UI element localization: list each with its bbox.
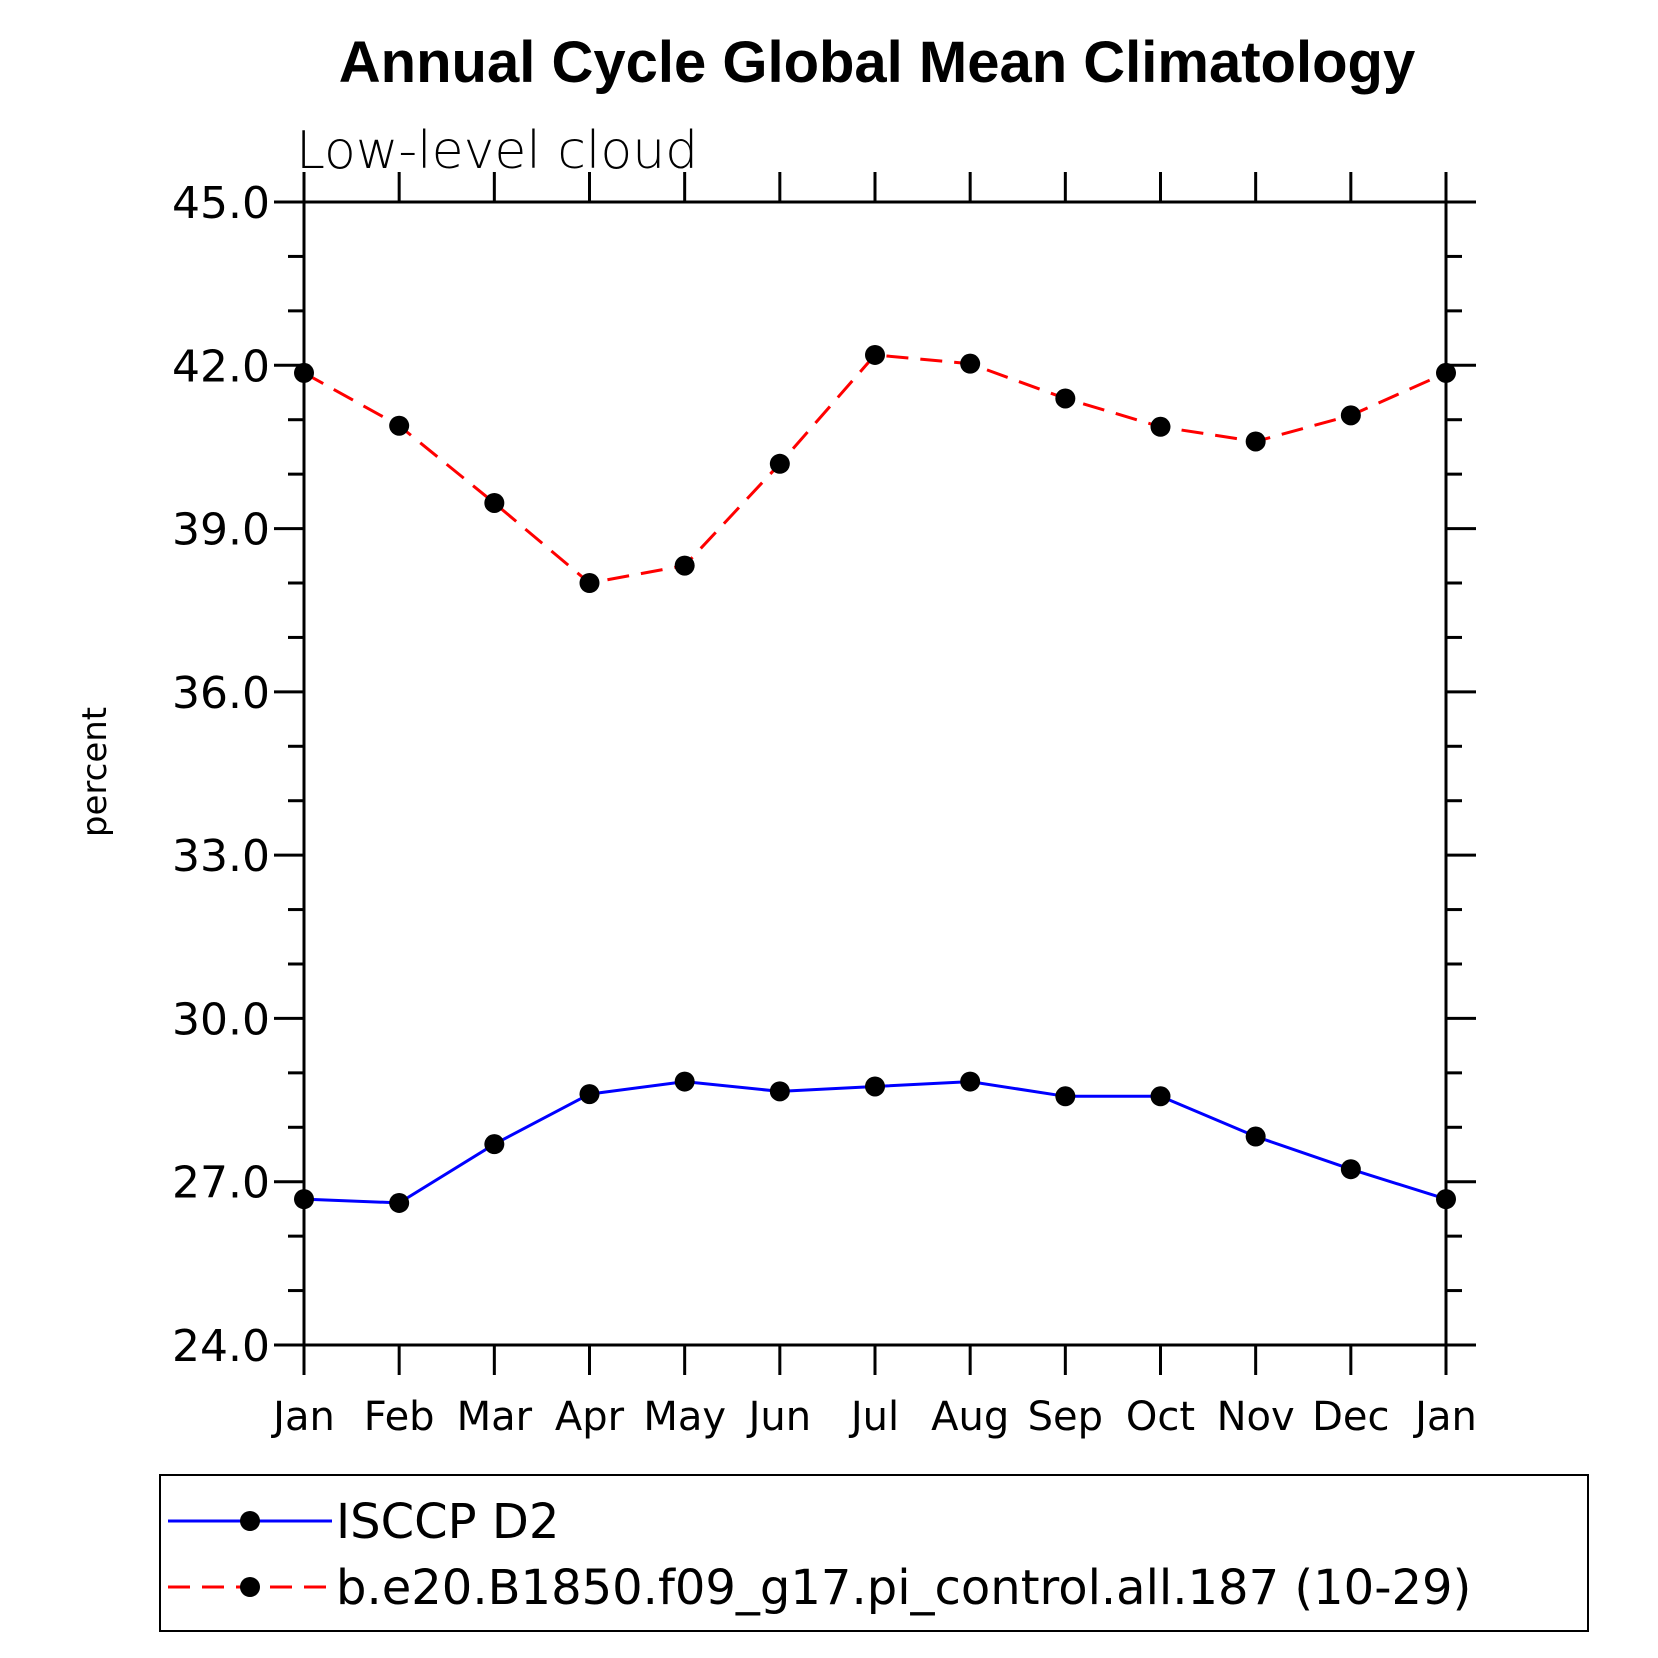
x-tick-label: Nov xyxy=(1217,1394,1295,1440)
series-1-point xyxy=(579,1084,600,1105)
y-tick-label: 30.0 xyxy=(172,994,270,1045)
x-tick-label: Jun xyxy=(746,1394,812,1440)
x-tick-label: Feb xyxy=(364,1394,435,1440)
series-2-point xyxy=(960,353,981,374)
series-1-point xyxy=(294,1189,314,1210)
series-2-point xyxy=(1245,431,1266,452)
y-tick-label: 27.0 xyxy=(172,1158,270,1209)
x-tick-label: Apr xyxy=(555,1394,625,1440)
series-line-1 xyxy=(303,1080,1447,1205)
y-axis-label: percent xyxy=(75,707,115,837)
series-line-2 xyxy=(303,353,1447,585)
series-2-point xyxy=(484,492,505,513)
y-tick-label: 33.0 xyxy=(172,831,270,882)
legend-label-2: b.e20.B1850.f09_g17.pi_control.all.187 (… xyxy=(336,1560,1471,1616)
legend: ISCCP D2 b.e20.B1850.f09_g17.pi_control.a… xyxy=(159,1474,1589,1632)
series-1-point xyxy=(1245,1126,1266,1147)
axes xyxy=(302,200,1448,1347)
x-tick-label: Oct xyxy=(1126,1394,1195,1440)
series-2-point xyxy=(769,453,790,474)
series-2-point xyxy=(294,362,314,383)
series xyxy=(294,344,1456,1213)
series-1-point xyxy=(674,1071,695,1092)
series-2-point xyxy=(579,573,600,593)
x-tick-label: Jan xyxy=(270,1394,335,1440)
chart-subtitle: Low-level cloud xyxy=(296,121,698,181)
series-1-point xyxy=(1150,1086,1171,1107)
series-1-point xyxy=(1436,1189,1456,1210)
x-tick-label: Jan xyxy=(1412,1394,1477,1440)
y-tick-label: 36.0 xyxy=(172,668,270,719)
ticks: 24.0 27.0 30.0 33.0 36.0 39.0 42.0 45.0 Jan Feb Ma… xyxy=(172,172,1477,1440)
x-tick-label: May xyxy=(643,1394,726,1440)
series-2-point xyxy=(1436,362,1456,383)
series-1-point xyxy=(484,1134,505,1155)
chart-title: Annual Cycle Global Mean Climatology xyxy=(339,30,1415,95)
y-tick-label: 42.0 xyxy=(172,341,270,392)
series-1-point xyxy=(1340,1159,1361,1180)
series-2-point xyxy=(1055,388,1076,409)
y-tick-label: 24.0 xyxy=(172,1321,270,1372)
series-2-point xyxy=(1150,416,1171,437)
legend-box xyxy=(159,1474,1589,1632)
plot-frame xyxy=(302,200,1448,1347)
series-1-point xyxy=(389,1192,410,1213)
series-2-point xyxy=(674,555,695,576)
y-tick-label: 45.0 xyxy=(172,178,270,229)
series-2-point xyxy=(865,344,885,365)
x-tick-label: Mar xyxy=(457,1394,533,1440)
x-tick-label: Jul xyxy=(848,1394,899,1440)
x-tick-label: Dec xyxy=(1312,1394,1389,1440)
series-1-point xyxy=(865,1076,885,1097)
series-1-point xyxy=(769,1081,790,1102)
x-tick-label: Aug xyxy=(931,1394,1009,1440)
legend-label-1: ISCCP D2 xyxy=(336,1494,559,1550)
x-tick-label: Sep xyxy=(1028,1394,1103,1440)
series-2-point xyxy=(1340,405,1361,426)
y-tick-label: 39.0 xyxy=(172,505,270,556)
legend-marker-1 xyxy=(240,1511,260,1531)
series-1-point xyxy=(1055,1086,1076,1107)
legend-marker-2 xyxy=(240,1577,260,1597)
series-1-point xyxy=(960,1071,981,1092)
series-2-point xyxy=(389,415,410,436)
